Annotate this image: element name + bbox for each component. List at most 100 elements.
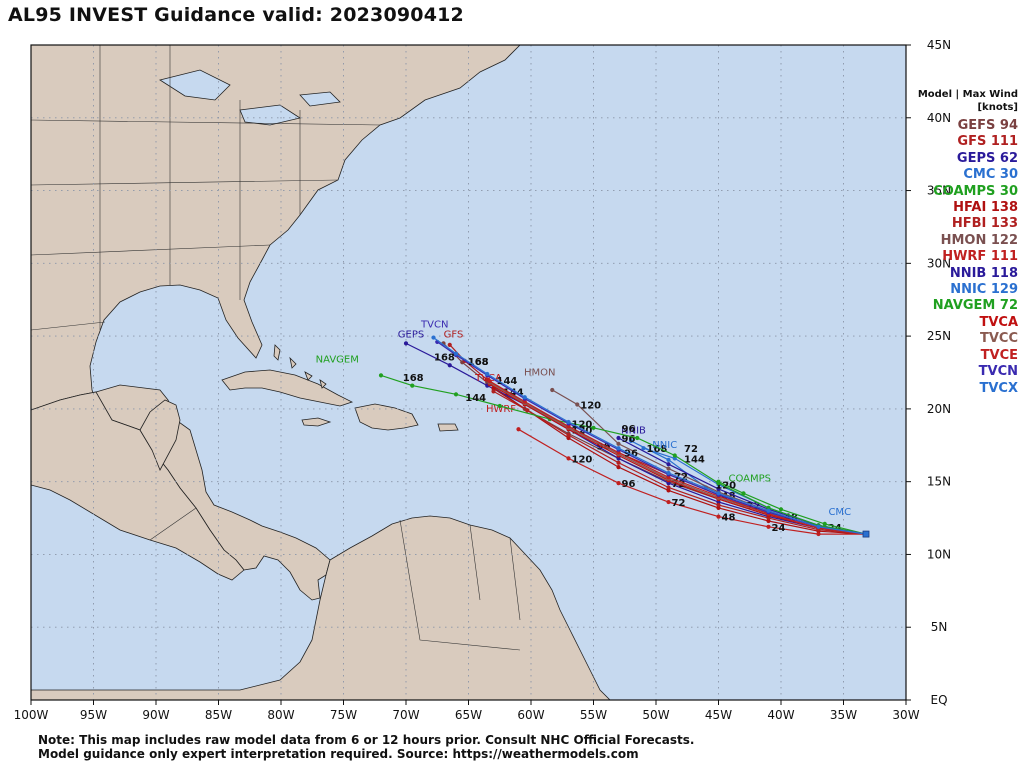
forecast-hour-label: 48 bbox=[722, 513, 736, 524]
legend-entry-navgem[interactable]: NAVGEM 72 bbox=[898, 298, 1018, 314]
lon-tick-label: 55W bbox=[580, 708, 607, 722]
legend-model-name: NAVGEM bbox=[932, 298, 996, 314]
lon-tick-label: 100W bbox=[14, 708, 49, 722]
lat-tick-label: 10N bbox=[927, 547, 951, 561]
forecast-hour-label: 144 bbox=[503, 387, 524, 398]
legend-entry-geps[interactable]: GEPS 62 bbox=[898, 151, 1018, 167]
lon-tick-label: 45W bbox=[705, 708, 732, 722]
track-point bbox=[666, 466, 671, 471]
legend-model-name: GEFS bbox=[957, 118, 996, 133]
legend-model-name: HMON bbox=[940, 232, 987, 248]
forecast-hour-label: 168 bbox=[647, 444, 668, 455]
legend-header-line2: [knots] bbox=[977, 102, 1018, 113]
track-point bbox=[716, 486, 721, 492]
track-point bbox=[666, 481, 671, 486]
track-point bbox=[778, 507, 784, 512]
legend-entry-gfs[interactable]: GFS 111 bbox=[898, 134, 1018, 150]
lat-tick-label: 15N bbox=[927, 475, 951, 489]
track-navgem[interactable]: 72 96 144 168 NAVGEM bbox=[316, 354, 869, 537]
track-point bbox=[716, 499, 721, 505]
track-label: NNIB bbox=[621, 426, 646, 437]
lon-tick-label: 85W bbox=[205, 708, 232, 722]
great-lakes bbox=[159, 69, 341, 126]
legend-entry-cmc[interactable]: CMC 30 bbox=[898, 167, 1018, 183]
track-point bbox=[616, 481, 621, 486]
lon-tick-label: 60W bbox=[517, 708, 544, 722]
lat-lon-grid bbox=[31, 45, 906, 700]
legend-entry-nnib[interactable]: NNIB 118 bbox=[898, 266, 1018, 282]
track-point bbox=[591, 425, 596, 430]
track-label: TVCN bbox=[420, 319, 448, 330]
lon-tick-label: 70W bbox=[392, 708, 419, 722]
track-point bbox=[616, 441, 621, 446]
land-mexico bbox=[31, 391, 245, 581]
track-point bbox=[716, 481, 721, 486]
forecast-hour-label: 24 bbox=[772, 523, 786, 534]
track-point bbox=[566, 419, 571, 425]
forecast-hour-label: 72 bbox=[684, 444, 698, 455]
legend-entry-hfai[interactable]: HFAI 138 bbox=[898, 200, 1018, 216]
track-point bbox=[666, 499, 671, 505]
track-label: TVCA bbox=[474, 373, 502, 384]
track-label: HWRF bbox=[486, 404, 516, 415]
track-point bbox=[431, 335, 436, 340]
lat-tick-label: 20N bbox=[927, 402, 951, 416]
track-point bbox=[497, 403, 502, 409]
track-point bbox=[616, 435, 621, 441]
page-title: AL95 INVEST Guidance valid: 2023090412 bbox=[8, 4, 464, 26]
legend-max-wind: 62 bbox=[999, 150, 1018, 166]
track-hwrf[interactable]: 24 48 72 96 120 HWRF bbox=[486, 404, 869, 537]
legend-entry-coamps[interactable]: COAMPS 30 bbox=[898, 184, 1018, 200]
land-south-america bbox=[31, 515, 611, 700]
track-label: GEPS bbox=[398, 330, 424, 341]
legend-entry-tvcn[interactable]: TVCN bbox=[898, 364, 1018, 380]
track-point bbox=[616, 460, 621, 465]
lon-tick-label: 30W bbox=[892, 708, 919, 722]
track-point bbox=[491, 389, 496, 394]
forecast-hour-label: 120 bbox=[572, 454, 593, 465]
track-point bbox=[453, 392, 459, 397]
land-puerto-rico bbox=[437, 423, 459, 432]
track-point bbox=[672, 453, 677, 458]
track-point bbox=[378, 373, 384, 378]
track-point bbox=[822, 521, 827, 526]
legend-max-wind: 94 bbox=[999, 118, 1018, 133]
legend-max-wind: 111 bbox=[990, 134, 1018, 150]
track-point bbox=[666, 475, 671, 480]
track-point bbox=[566, 456, 571, 461]
track-point bbox=[525, 408, 530, 413]
track-label: CMC bbox=[828, 507, 851, 518]
track-point bbox=[522, 395, 527, 400]
legend-entry-hmon[interactable]: HMON 122 bbox=[898, 233, 1018, 249]
legend-entry-hfbi[interactable]: HFBI 133 bbox=[898, 216, 1018, 232]
longitude-axis: 100W 95W 90W 85W 80W 75W 70W 65W 60W 55W 50W 45W 40W… bbox=[14, 700, 920, 722]
footer-note: Note: This map includes raw model data f… bbox=[38, 733, 694, 761]
model-tracks: 4896144168GFS72120168GEPS244872CMCCOAMPS… bbox=[316, 319, 870, 538]
legend-entry-tvcc[interactable]: TVCC bbox=[898, 331, 1018, 347]
legend-entry-nnic[interactable]: NNIC 129 bbox=[898, 282, 1018, 298]
track-point bbox=[666, 457, 671, 462]
track-point bbox=[816, 531, 821, 537]
legend-entry-hwrf[interactable]: HWRF 111 bbox=[898, 249, 1018, 265]
latitude-axis: EQ 5N 10N 15N 20N 25N 30N 35N 40N 45N bbox=[906, 38, 951, 707]
legend-entry-tvce[interactable]: TVCE bbox=[898, 348, 1018, 364]
legend-model-name: GFS bbox=[957, 134, 987, 150]
track-point bbox=[566, 432, 571, 438]
forecast-hour-label: 120 bbox=[580, 401, 601, 412]
land-cuba bbox=[221, 369, 354, 407]
legend-entry-gefs[interactable]: GEFS 94 bbox=[898, 118, 1018, 134]
footer-note-line1: Note: This map includes raw model data f… bbox=[38, 733, 695, 747]
legend-entry-tvcx[interactable]: TVCX bbox=[898, 381, 1019, 397]
forecast-hour-label: 168 bbox=[468, 357, 489, 368]
lat-tick-label: 25N bbox=[927, 329, 951, 343]
track-tvcx[interactable] bbox=[431, 335, 869, 537]
lon-tick-label: 75W bbox=[330, 708, 357, 722]
footer-note-line2: Model guidance only expert interpretatio… bbox=[38, 747, 639, 761]
lon-tick-label: 65W bbox=[455, 708, 482, 722]
legend-model-name: COAMPS bbox=[933, 183, 996, 199]
legend-entry-tvca[interactable]: TVCA bbox=[898, 315, 1018, 331]
track-point bbox=[716, 491, 721, 496]
forecast-hour-label: 168 bbox=[403, 373, 424, 384]
track-point bbox=[453, 351, 459, 356]
